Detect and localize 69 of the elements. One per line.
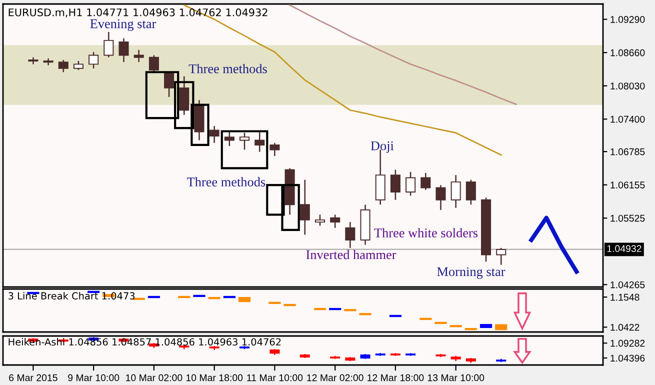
line-series (529, 216, 579, 274)
annotation: Three methods (187, 177, 266, 186)
annotation: Three methods (188, 64, 267, 74)
x-tick-label: 12 Mar 18:00 (368, 374, 424, 382)
y-tick-label: 1.04396 (610, 354, 645, 362)
candlestick (104, 31, 114, 58)
candlestick (314, 214, 325, 226)
y-tick-label: 1.0422 (610, 324, 640, 331)
y-tick-label: 1.08660 (610, 49, 645, 56)
candlestick (239, 132, 250, 150)
line-series (289, 4, 517, 106)
bar (284, 304, 296, 306)
candlestick (496, 247, 506, 266)
candlestick (254, 130, 265, 152)
x-tick-label: 9 Mar 10:00 (68, 374, 120, 382)
y-tick-label: 1.09290 (610, 16, 645, 23)
x-tick-label: 10 Mar 18:00 (186, 374, 243, 382)
y-tick-label: 1.08030 (610, 82, 645, 90)
bar (464, 328, 477, 330)
candlestick (209, 125, 220, 144)
candlestick (466, 179, 476, 206)
candlestick (179, 76, 190, 116)
bar (495, 324, 508, 330)
bar (480, 324, 492, 328)
candlestick (436, 184, 446, 211)
annotation: Evening star (90, 19, 156, 31)
candlestick (300, 179, 310, 236)
ref-line-label: 1.04932 (607, 245, 642, 252)
y-tick-label: 1.07400 (610, 116, 645, 123)
candlestick (148, 54, 159, 74)
candlestick (450, 174, 461, 208)
annotation: Doji (370, 141, 394, 153)
bar (329, 308, 342, 310)
bar (238, 297, 251, 302)
candlestick (224, 131, 234, 147)
candlestick (88, 51, 99, 70)
candlestick (330, 214, 340, 228)
candlestick (118, 38, 129, 63)
candlestick (390, 169, 400, 201)
candlestick (164, 71, 174, 98)
candlestick (420, 172, 431, 190)
bar (178, 296, 190, 298)
x-tick-label: 6 Mar 2015 (9, 374, 58, 382)
bar (389, 314, 402, 318)
y-tick-label: 1.05525 (610, 214, 645, 222)
bar (193, 294, 206, 298)
y-tick-label: 1.06785 (610, 148, 645, 156)
bar (88, 290, 100, 294)
bar (223, 296, 236, 298)
annotation: Morning star (437, 267, 506, 279)
chart-title: 3 Line Break Chart 1.0473 (8, 292, 135, 300)
y-tick-label: 1.04265 (610, 281, 645, 288)
bar (314, 308, 326, 310)
candlestick (406, 171, 416, 196)
bar (148, 296, 160, 298)
candlestick (58, 59, 68, 73)
candlestick (270, 142, 280, 157)
annotation: Three white solders (374, 228, 478, 238)
candlestick (134, 49, 144, 63)
chart-title: Heiken-Ashi 1.04856 1.04857 1.04856 1.04963 1.04762 (8, 338, 281, 346)
x-tick-label: 13 Mar 10:00 (428, 374, 484, 382)
y-tick-label: 1.06155 (610, 182, 645, 188)
y-tick-label: 1.09282 (610, 340, 645, 347)
annotation: Inverted hammer (306, 250, 396, 260)
x-tick-label: 11 Mar 10:00 (247, 374, 303, 382)
x-tick-label: 10 Mar 02:00 (126, 374, 182, 382)
candlestick (345, 221, 356, 249)
y-tick-label: 1.1548 (610, 294, 640, 301)
x-tick-label: 12 Mar 02:00 (307, 374, 364, 382)
